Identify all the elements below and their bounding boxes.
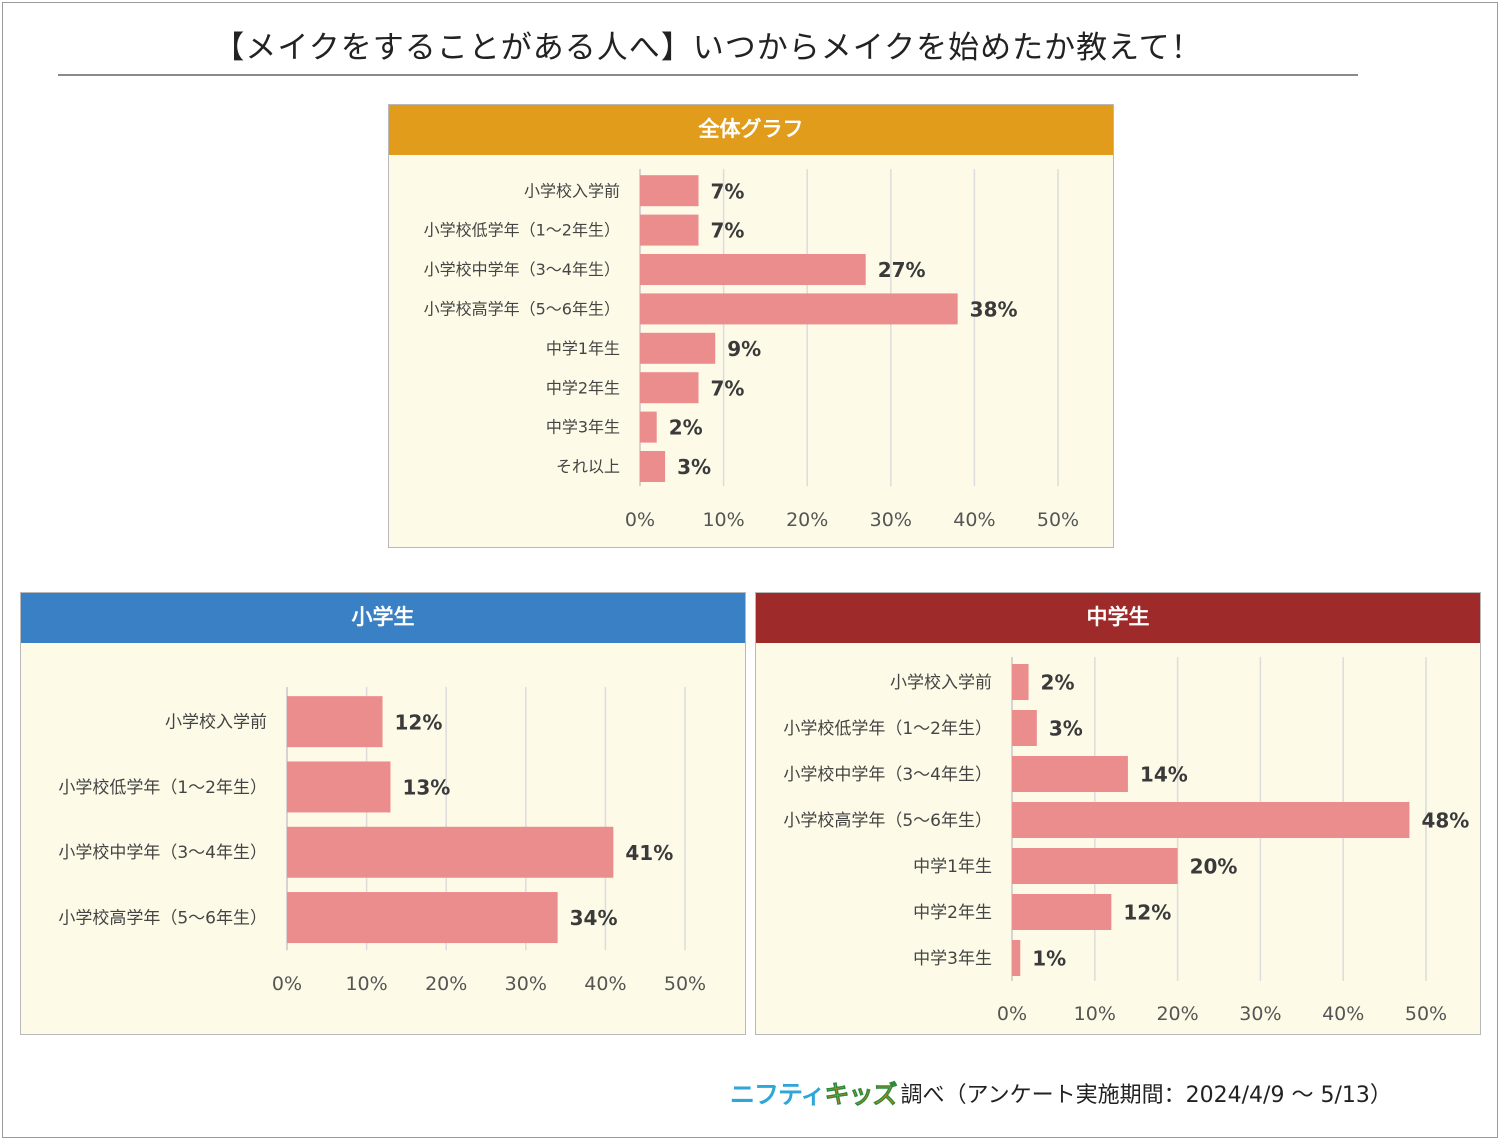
overall-value-label: 3% — [677, 455, 711, 479]
overall-value-label: 7% — [711, 219, 745, 243]
junior-high-bar — [1012, 894, 1112, 930]
junior-high-category-label: 中学3年生 — [913, 949, 992, 969]
elementary-bar — [287, 761, 391, 813]
junior-high-bar — [1012, 710, 1037, 746]
elementary-category-label: 小学校高学年（5～6年生） — [58, 909, 267, 929]
junior-high-value-label: 2% — [1041, 671, 1075, 695]
junior-high-bar — [1012, 848, 1178, 884]
overall-value-label: 2% — [669, 416, 703, 440]
overall-bar — [640, 411, 657, 443]
junior-high-value-label: 48% — [1421, 809, 1469, 833]
elementary-value-label: 12% — [395, 710, 443, 734]
overall-category-label: それ以上 — [556, 457, 620, 476]
junior-high-x-tick-label: 20% — [1156, 1003, 1198, 1025]
overall-value-label: 27% — [878, 258, 926, 282]
elementary-category-label: 小学校低学年（1～2年生） — [58, 778, 267, 798]
junior-high-category-label: 小学校低学年（1～2年生） — [783, 719, 992, 739]
overall-category-label: 小学校中学年（3～4年生） — [424, 260, 620, 279]
elementary-bar — [287, 892, 558, 944]
junior-high-value-label: 14% — [1140, 763, 1188, 787]
overall-category-label: 中学3年生 — [546, 418, 620, 437]
overall-category-label: 小学校低学年（1～2年生） — [424, 221, 620, 240]
title-divider — [58, 74, 1358, 76]
junior-high-value-label: 12% — [1123, 901, 1171, 925]
elementary-category-label: 小学校入学前 — [165, 713, 267, 733]
junior-high-value-label: 20% — [1190, 855, 1238, 879]
overall-bar — [640, 451, 666, 482]
overall-bar — [640, 372, 699, 404]
overall-value-label: 38% — [970, 298, 1018, 322]
elementary-value-label: 13% — [402, 776, 450, 800]
logo-text-nifty: ニフティ — [730, 1080, 826, 1109]
junior-high-x-tick-label: 0% — [997, 1003, 1027, 1025]
junior-high-bar — [1012, 940, 1021, 976]
junior-high-value-label: 3% — [1049, 717, 1083, 741]
footer-credit: ニフティ キッズ 調べ（アンケート実施期間：2024/4/9 ～ 5/13） — [730, 1076, 1392, 1110]
junior-high-bar — [1012, 664, 1029, 700]
junior-high-chart-title: 中学生 — [756, 593, 1480, 643]
overall-bar — [640, 254, 866, 285]
overall-bar — [640, 293, 958, 325]
overall-x-tick-label: 40% — [953, 509, 995, 531]
junior-high-category-label: 小学校中学年（3～4年生） — [783, 765, 992, 785]
elementary-value-label: 34% — [570, 906, 618, 930]
logo-text-kids: キッズ — [824, 1080, 898, 1110]
junior-high-x-tick-label: 40% — [1322, 1003, 1364, 1025]
elementary-chart-title: 小学生 — [21, 593, 745, 643]
elementary-chart-panel: 小学生 0% 10% 20% 30% 40% 50% 小学校入学前 12% 小学校低学年（1～2… — [20, 592, 746, 1035]
elementary-x-tick-label: 0% — [272, 973, 302, 995]
elementary-x-tick-label: 20% — [425, 973, 467, 995]
junior-high-chart-panel: 中学生 0% 10% 20% 30% 40% 50% 小学校入学前 2% 小学校低学年（1～2年… — [755, 592, 1481, 1035]
overall-bar — [640, 214, 699, 246]
junior-high-category-label: 小学校高学年（5～6年生） — [783, 811, 992, 831]
overall-bar — [640, 175, 699, 207]
junior-high-bar — [1012, 756, 1128, 792]
junior-high-bar-chart: 0% 10% 20% 30% 40% 50% 小学校入学前 2% 小学校低学年（1～2年生） 3%… — [783, 657, 1469, 1025]
overall-x-tick-label: 50% — [1037, 509, 1079, 531]
overall-value-label: 9% — [727, 337, 761, 361]
elementary-category-label: 小学校中学年（3～4年生） — [58, 843, 267, 863]
elementary-bar-chart: 0% 10% 20% 30% 40% 50% 小学校入学前 12% 小学校低学年（1～2年生） 1… — [58, 687, 706, 995]
junior-high-category-label: 小学校入学前 — [890, 673, 992, 693]
elementary-bar — [287, 696, 383, 748]
junior-high-category-label: 中学1年生 — [913, 857, 992, 877]
overall-x-tick-label: 30% — [870, 509, 912, 531]
overall-x-tick-label: 20% — [786, 509, 828, 531]
overall-category-label: 中学1年生 — [546, 339, 620, 358]
overall-bar-chart: 0% 10% 20% 30% 40% 50% 小学校入学前 7% 小学校低学年（1～2年生） 7%… — [424, 169, 1079, 531]
elementary-x-tick-label: 10% — [345, 973, 387, 995]
junior-high-x-tick-label: 50% — [1405, 1003, 1447, 1025]
overall-value-label: 7% — [711, 376, 745, 400]
overall-chart-title: 全体グラフ — [389, 105, 1113, 155]
overall-category-label: 中学2年生 — [546, 378, 620, 397]
junior-high-bar — [1012, 802, 1410, 838]
page-title: 【メイクをすることがある人へ】いつからメイクを始めたか教えて！ — [213, 30, 1203, 66]
overall-chart-panel: 全体グラフ 0% 10% 20% 30% 40% 50% 小学校入学前 7% 小学校低学年（1～… — [388, 104, 1114, 548]
elementary-value-label: 41% — [625, 841, 673, 865]
junior-high-x-tick-label: 10% — [1074, 1003, 1116, 1025]
footer-text: 調べ（アンケート実施期間：2024/4/9 ～ 5/13） — [900, 1083, 1392, 1108]
overall-value-label: 7% — [711, 179, 745, 203]
overall-bar — [640, 332, 716, 364]
overall-category-label: 小学校入学前 — [524, 181, 620, 200]
junior-high-x-tick-label: 30% — [1239, 1003, 1281, 1025]
elementary-x-tick-label: 50% — [664, 973, 706, 995]
overall-x-tick-label: 10% — [702, 509, 744, 531]
elementary-x-tick-label: 30% — [505, 973, 547, 995]
overall-category-label: 小学校高学年（5～6年生） — [424, 300, 620, 319]
junior-high-value-label: 1% — [1032, 947, 1066, 971]
overall-x-tick-label: 0% — [625, 509, 655, 531]
junior-high-category-label: 中学2年生 — [913, 903, 992, 923]
elementary-bar — [287, 826, 614, 878]
elementary-x-tick-label: 40% — [584, 973, 626, 995]
nifty-kids-logo: ニフティ キッズ — [730, 1075, 898, 1111]
